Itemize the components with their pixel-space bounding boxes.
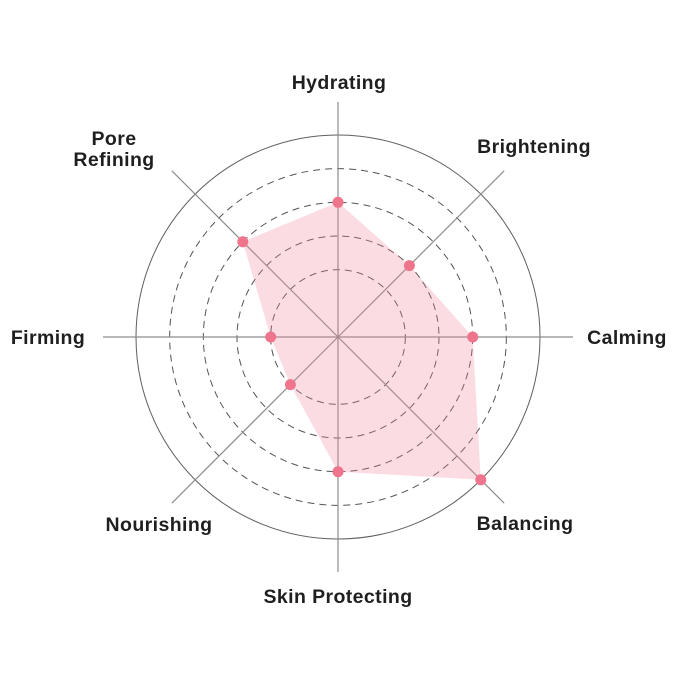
axis-spoke-nourishing: [171, 336, 339, 504]
data-point-skin-protecting: [332, 466, 344, 478]
axis-spoke-brightening: [337, 170, 505, 338]
data-point-firming: [265, 331, 277, 343]
axis-spoke-balancing: [337, 336, 505, 504]
axis-label-nourishing: Nourishing: [106, 514, 213, 536]
data-point-pore-refining: [237, 236, 249, 248]
axis-label-brightening: Brightening: [477, 136, 591, 158]
axis-label-balancing: Balancing: [477, 513, 574, 535]
data-point-balancing: [475, 474, 487, 486]
axis-label-hydrating: Hydrating: [292, 72, 387, 94]
axis-label-skin-protecting: Skin Protecting: [263, 586, 412, 608]
axis-label-calming: Calming: [587, 327, 667, 349]
data-point-calming: [467, 331, 479, 343]
data-polygon: [242, 202, 481, 480]
data-point-brightening: [403, 260, 415, 272]
axis-label-pore-refining: Pore Refining: [73, 128, 154, 171]
axis-spoke-pore-refining: [171, 170, 339, 338]
data-point-nourishing: [284, 379, 296, 391]
data-point-hydrating: [332, 196, 344, 208]
axis-label-firming: Firming: [11, 327, 85, 349]
